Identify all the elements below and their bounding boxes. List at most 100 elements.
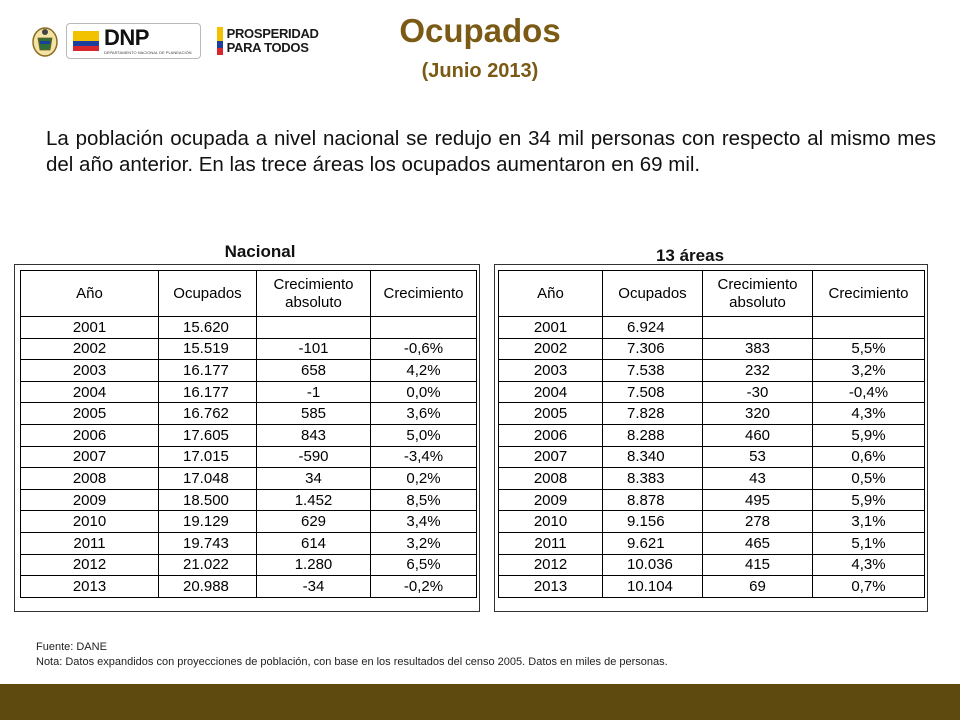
cell-absolute-growth: 278 (702, 510, 813, 533)
table-row: 2007 8.340 53 0,6% (498, 445, 925, 469)
cell-growth: 8,5% (370, 488, 477, 512)
cell-absolute-growth: 69 (702, 575, 813, 598)
cell-absolute-growth (256, 316, 371, 339)
cell-absolute-growth: 34 (256, 467, 371, 490)
cell-absolute-growth: 585 (256, 402, 371, 425)
header-absolute-growth: Crecimiento absoluto (256, 270, 371, 317)
cell-year: 2008 (20, 467, 159, 490)
cell-absolute-growth: 43 (702, 467, 813, 490)
cell-year: 2004 (20, 380, 159, 404)
cell-year: 2006 (498, 423, 603, 447)
table-row: 2003 16.177 658 4,2% (20, 359, 477, 382)
header-logos: DNP DEPARTAMENTO NACIONAL DE PLANEACIÓN … (30, 20, 319, 62)
cell-absolute-growth: 614 (256, 531, 371, 555)
cell-growth: 3,1% (812, 510, 925, 533)
table-row: 2001 15.620 (20, 316, 477, 339)
cell-growth: 6,5% (370, 553, 477, 577)
header-year: Año (498, 270, 603, 317)
cell-year: 2007 (498, 445, 603, 469)
cell-growth: 3,6% (370, 402, 477, 425)
cell-year: 2011 (20, 531, 159, 555)
cell-growth: 0,0% (370, 380, 477, 404)
cell-year: 2003 (498, 359, 603, 382)
cell-year: 2001 (20, 316, 159, 339)
prosperidad-logo: PROSPERIDAD PARA TODOS (216, 26, 319, 55)
cell-absolute-growth: -34 (256, 575, 371, 598)
table-row: 2009 18.500 1.452 8,5% (20, 488, 477, 512)
table-row: 2006 17.605 843 5,0% (20, 423, 477, 447)
cell-growth: 3,4% (370, 510, 477, 533)
bottom-bar (0, 684, 960, 720)
table-frame-13-areas (494, 264, 928, 612)
table-row: 2002 7.306 383 5,5% (498, 337, 925, 361)
cell-year: 2013 (498, 575, 603, 598)
header-growth: Crecimiento (370, 270, 477, 317)
cell-year: 2008 (498, 467, 603, 490)
cell-ocupados: 7.828 (602, 402, 703, 425)
cell-absolute-growth: 383 (702, 337, 813, 361)
cell-growth: -0,6% (370, 337, 477, 361)
cell-year: 2010 (498, 510, 603, 533)
cell-ocupados: 15.519 (158, 337, 257, 361)
cell-ocupados: 21.022 (158, 553, 257, 577)
colombia-flag-icon (73, 31, 99, 51)
flag-stripe-icon (216, 27, 223, 55)
cell-growth: 5,9% (812, 488, 925, 512)
cell-ocupados: 17.015 (158, 445, 257, 469)
table-row: 2005 7.828 320 4,3% (498, 402, 925, 425)
data-note: Nota: Datos expandidos con proyecciones … (36, 656, 668, 668)
cell-year: 2010 (20, 510, 159, 533)
table-row: 2007 17.015 -590 -3,4% (20, 445, 477, 469)
header-ocupados: Ocupados (158, 270, 257, 317)
table-13-areas: Año Ocupados Crecimiento absoluto Crecim… (498, 270, 925, 598)
cell-absolute-growth: -590 (256, 445, 371, 469)
cell-year: 2011 (498, 531, 603, 555)
cell-ocupados: 8.340 (602, 445, 703, 469)
cell-growth: -0,4% (812, 380, 925, 404)
cell-year: 2012 (498, 553, 603, 577)
table-row: 2006 8.288 460 5,9% (498, 423, 925, 447)
cell-absolute-growth: -30 (702, 380, 813, 404)
cell-growth (370, 316, 477, 339)
cell-year: 2007 (20, 445, 159, 469)
table-row: 2010 9.156 278 3,1% (498, 510, 925, 533)
table-row: 2005 16.762 585 3,6% (20, 402, 477, 425)
table-row: 2012 10.036 415 4,3% (498, 553, 925, 577)
cell-ocupados: 17.048 (158, 467, 257, 490)
table-header-row: Año Ocupados Crecimiento absoluto Crecim… (20, 270, 477, 317)
table-row: 2001 6.924 (498, 316, 925, 339)
cell-absolute-growth: -101 (256, 337, 371, 361)
cell-growth: 3,2% (812, 359, 925, 382)
cell-growth: 5,5% (812, 337, 925, 361)
cell-absolute-growth: 465 (702, 531, 813, 555)
dnp-caption: DEPARTAMENTO NACIONAL DE PLANEACIÓN (104, 50, 192, 55)
cell-ocupados: 7.306 (602, 337, 703, 361)
cell-growth: 0,2% (370, 467, 477, 490)
cell-year: 2002 (498, 337, 603, 361)
header-growth: Crecimiento (812, 270, 925, 317)
cell-year: 2012 (20, 553, 159, 577)
prosperidad-line1: PROSPERIDAD (226, 26, 319, 41)
cell-ocupados: 16.762 (158, 402, 257, 425)
table-header-row: Año Ocupados Crecimiento absoluto Crecim… (498, 270, 925, 317)
cell-absolute-growth: 53 (702, 445, 813, 469)
dnp-mark: DNP (104, 25, 149, 50)
cell-growth: 4,3% (812, 553, 925, 577)
table-frame-nacional (14, 264, 480, 612)
cell-absolute-growth: 1.452 (256, 488, 371, 512)
cell-ocupados: 7.508 (602, 380, 703, 404)
cell-year: 2004 (498, 380, 603, 404)
table-row: 2011 19.743 614 3,2% (20, 531, 477, 555)
table-row: 2012 21.022 1.280 6,5% (20, 553, 477, 577)
cell-ocupados: 8.878 (602, 488, 703, 512)
table-row: 2013 20.988 -34 -0,2% (20, 575, 477, 598)
cell-growth: 0,7% (812, 575, 925, 598)
table-row: 2008 17.048 34 0,2% (20, 467, 477, 490)
cell-growth: 4,3% (812, 402, 925, 425)
cell-growth (812, 316, 925, 339)
cell-year: 2005 (498, 402, 603, 425)
cell-growth: 0,6% (812, 445, 925, 469)
cell-absolute-growth: 460 (702, 423, 813, 447)
cell-absolute-growth: 843 (256, 423, 371, 447)
cell-ocupados: 8.288 (602, 423, 703, 447)
